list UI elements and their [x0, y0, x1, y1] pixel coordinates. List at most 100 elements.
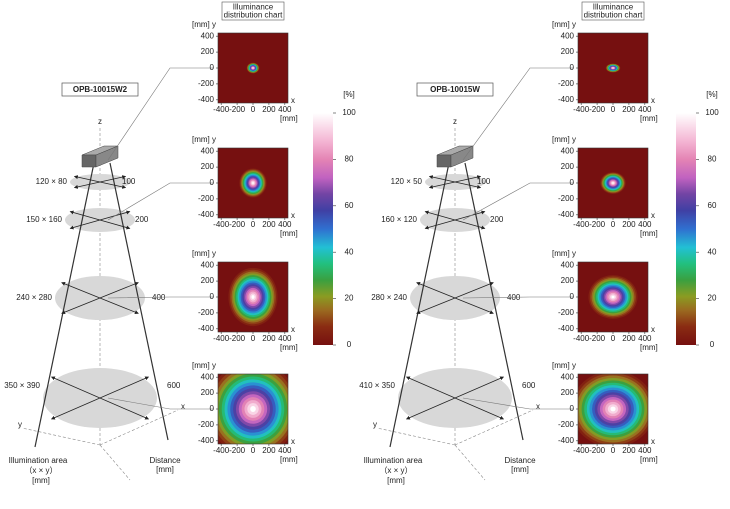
heatmap-y-tick-label: -400	[198, 95, 215, 104]
heatmap-y-tick-label: 200	[561, 276, 575, 285]
heatmap-y-label: [mm] y	[552, 361, 576, 370]
heatmap-ring	[250, 406, 256, 412]
heatmap-x-label: x	[291, 437, 295, 446]
illumination-area-label: [mm]	[32, 476, 50, 485]
heatmap-x-tick-label: -200	[229, 220, 246, 229]
heatmap-x-label: x	[651, 325, 655, 334]
model-label: OPB-10015W2	[73, 85, 128, 94]
colorbar-tick-label: 0	[710, 340, 715, 349]
callout-line	[462, 397, 574, 410]
heatmap-y-tick-label: 400	[201, 260, 215, 269]
illumination-area-label: （x × y）	[379, 466, 412, 475]
heatmap-y-tick-label: -200	[198, 79, 215, 88]
colorbar	[676, 113, 696, 345]
heatmap-x-tick-label: 0	[251, 220, 256, 229]
heatmap-x-tick-label: 200	[622, 220, 636, 229]
heatmap-y-tick-label: 0	[570, 63, 575, 72]
heatmap-x-tick-label: 400	[278, 446, 292, 455]
area-size: 120 × 50	[391, 177, 423, 186]
heatmap-x-tick-label: 200	[262, 446, 276, 455]
chart-title: Illuminance distribution chart	[584, 3, 643, 20]
colorbar-tick-label: 40	[345, 247, 354, 256]
heatmap-x-tick-label: -400	[573, 446, 590, 455]
heatmap-y-tick-label: -400	[558, 210, 575, 219]
colorbar-tick-label: 0	[347, 340, 352, 349]
colorbar	[313, 113, 333, 345]
heatmap-x-tick-label: -400	[213, 334, 230, 343]
distance-value: 200	[135, 215, 149, 224]
heatmap-y-tick-label: -400	[198, 324, 215, 333]
x-label: x	[536, 402, 540, 411]
dimension-arrow	[416, 281, 494, 315]
y-label: y	[373, 420, 377, 429]
distance-value: 200	[490, 215, 504, 224]
heatmap-y-tick-label: 0	[210, 404, 215, 413]
heatmap-x-label: x	[651, 96, 655, 105]
dimension-arrow	[405, 376, 505, 420]
beam-right	[464, 162, 524, 441]
heatmap-y-label: [mm] y	[552, 249, 576, 258]
heatmap-x-tick-label: -200	[589, 446, 606, 455]
callout-line	[107, 296, 214, 299]
heatmap-x-tick-label: -200	[589, 334, 606, 343]
colorbar-tick-label: 100	[342, 108, 356, 117]
illumination-area-label: （x × y）	[24, 466, 57, 475]
heatmap-rings	[578, 374, 648, 444]
distance-label: Distance	[149, 456, 181, 465]
heatmap-rings	[246, 62, 260, 74]
heatmap-y-tick-label: 400	[561, 260, 575, 269]
chart-title-box	[221, 1, 285, 21]
chart-title-line: distribution chart	[584, 11, 643, 20]
heatmap-x-unit: [mm]	[280, 229, 298, 238]
x-axis	[454, 409, 534, 446]
heatmap-y-tick-label: 200	[201, 388, 215, 397]
heatmap-x-unit: [mm]	[640, 455, 658, 464]
heatmap-x-tick-label: -200	[229, 446, 246, 455]
colorbar-tick-label: 60	[708, 201, 717, 210]
distance-value: 400	[152, 293, 166, 302]
heatmap-x-tick-label: 200	[622, 105, 636, 114]
heatmap-x-label: x	[651, 437, 655, 446]
heatmap-x-tick-label: 400	[638, 334, 652, 343]
x-label: x	[181, 402, 185, 411]
heatmap-x-tick-label: 0	[251, 334, 256, 343]
heatmap-x-tick-label: 400	[278, 334, 292, 343]
heatmap-y-tick-label: 200	[561, 47, 575, 56]
dimension-arrow	[50, 376, 150, 420]
light-box-front	[81, 154, 97, 168]
heatmap-y-tick-label: -200	[558, 194, 575, 203]
callout-line	[107, 397, 214, 410]
heatmap-ring	[612, 182, 614, 184]
heatmap-x-tick-label: -400	[213, 105, 230, 114]
heatmap-x-tick-label: 0	[251, 105, 256, 114]
heatmap-x-label: x	[291, 211, 295, 220]
heatmap-x-tick-label: 0	[611, 105, 616, 114]
heatmap-x-label: x	[291, 325, 295, 334]
heatmap-x-tick-label: 200	[622, 446, 636, 455]
heatmap-ring	[252, 182, 254, 184]
heatmap-y-tick-label: 0	[570, 292, 575, 301]
distance-label: [mm]	[156, 465, 174, 474]
heatmap-rings	[605, 63, 621, 73]
heatmap-y-tick-label: -400	[558, 436, 575, 445]
y-label: y	[18, 420, 22, 429]
heatmap-x-tick-label: 0	[611, 334, 616, 343]
heatmap-y-tick-label: -200	[198, 194, 215, 203]
chart-title-line: Illuminance	[233, 3, 274, 12]
dimension-arrow	[428, 175, 482, 189]
heatmap-rings	[218, 374, 288, 444]
heatmap-y-tick-label: 200	[201, 276, 215, 285]
heatmap-x-tick-label: -400	[213, 446, 230, 455]
y-axis	[21, 427, 101, 446]
area-size: 280 × 240	[371, 293, 407, 302]
heatmap-y-tick-label: 400	[561, 31, 575, 40]
light-box-side	[450, 145, 474, 168]
distance-value: 600	[522, 381, 536, 390]
area-size: 160 × 120	[381, 215, 417, 224]
heatmap-x-tick-label: 400	[638, 220, 652, 229]
heatmap-y-label: [mm] y	[192, 361, 216, 370]
